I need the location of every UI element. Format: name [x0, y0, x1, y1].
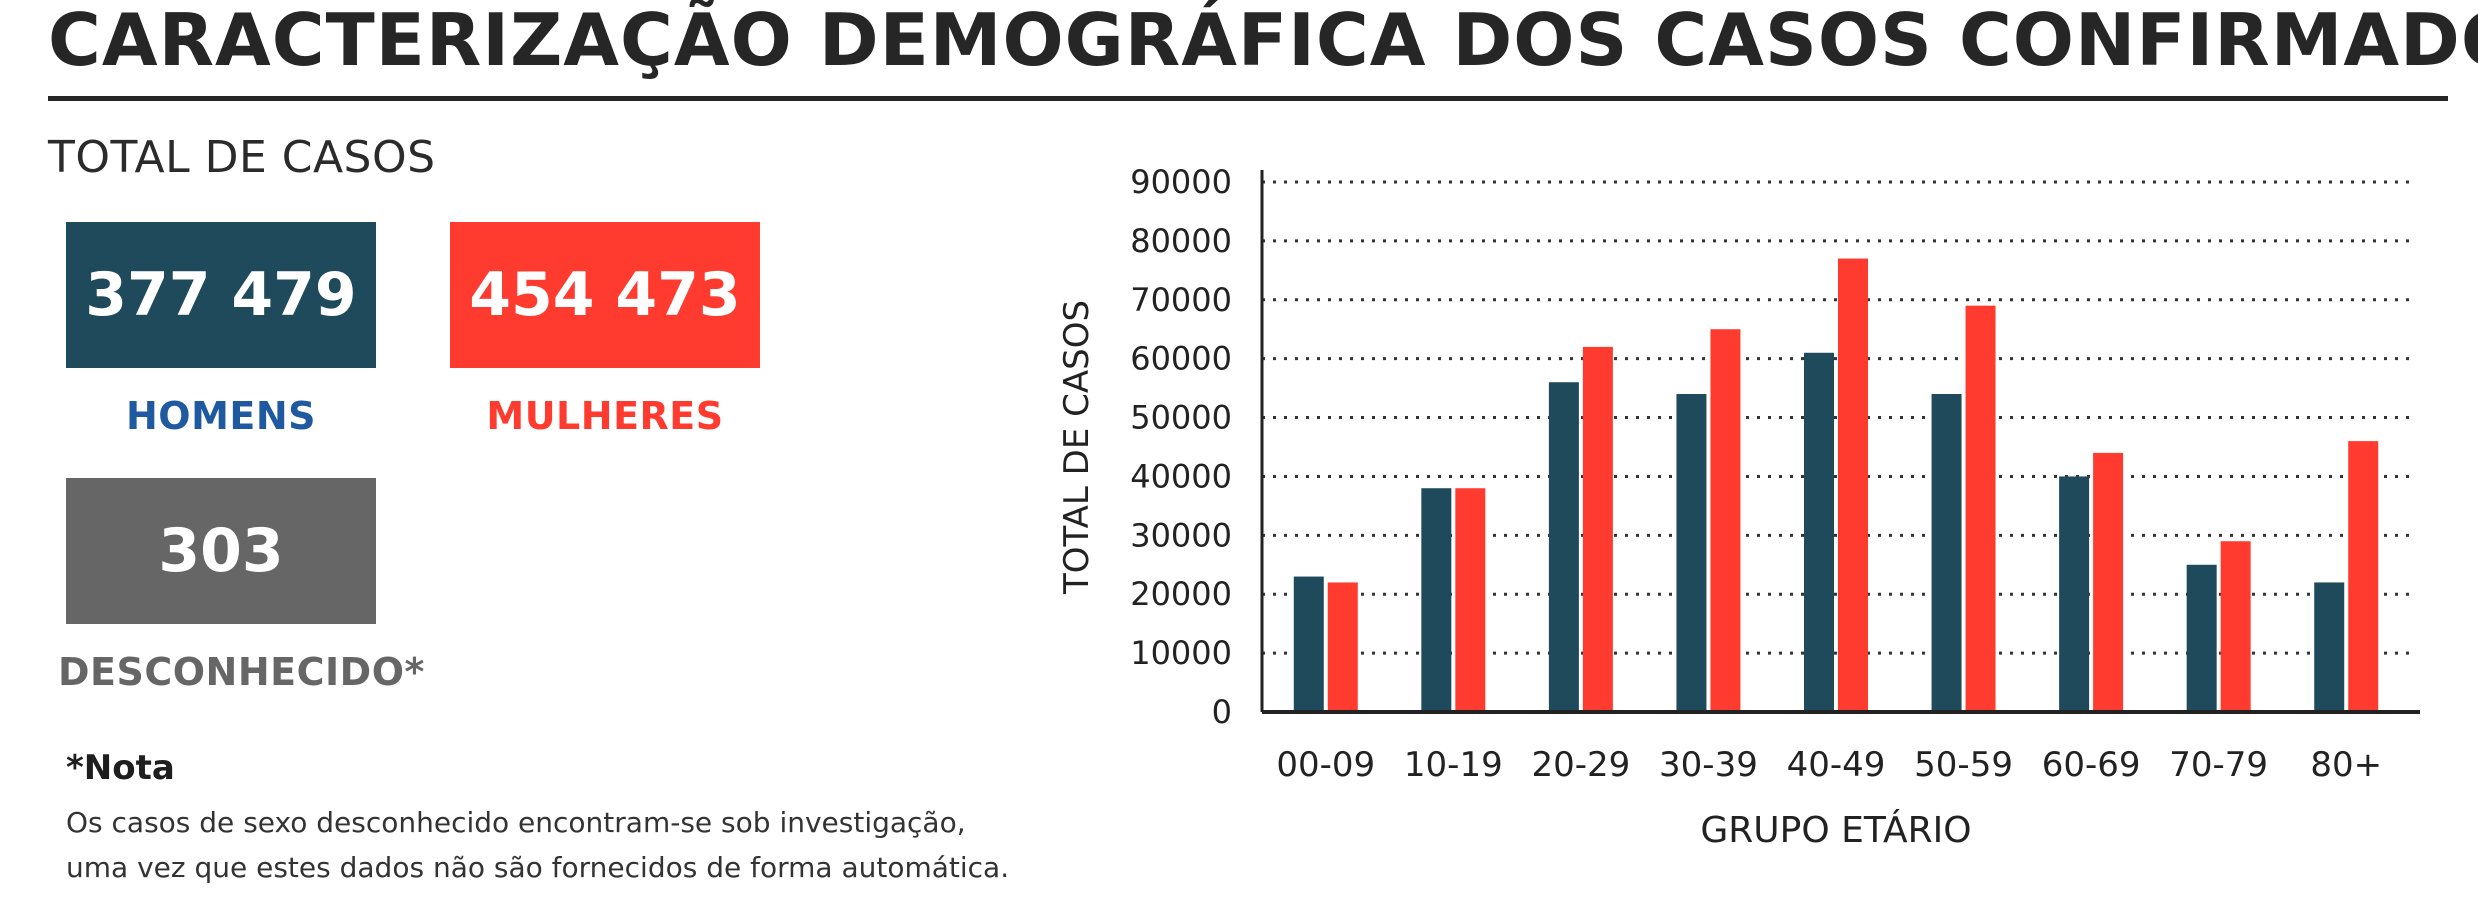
y-axis-ticks: 0 10000 20000 30000 40000 50000 60000 70000 8000… — [1130, 163, 1232, 731]
unknown-total-box: 303 — [66, 478, 376, 624]
bar-women — [2093, 452, 2124, 712]
bar-men — [1293, 576, 1324, 712]
chart-bars — [1293, 258, 2379, 712]
total-cases-label: TOTAL DE CASOS — [48, 132, 436, 183]
x-tick-label: 10-19 — [1404, 745, 1503, 785]
bar-men — [2314, 582, 2345, 712]
y-tick-label: 50000 — [1130, 399, 1232, 437]
bar-men — [1548, 382, 1579, 712]
x-tick-label: 00-09 — [1276, 745, 1375, 785]
bar-women — [1710, 329, 1741, 712]
bar-women — [1965, 305, 1996, 712]
x-axis-ticks: 00-09 10-19 20-29 30-39 40-49 50-59 60-69 70-79… — [1276, 745, 2382, 785]
y-axis-label: TOTAL DE CASOS — [1057, 300, 1097, 595]
x-tick-label: 30-39 — [1659, 745, 1758, 785]
y-tick-label: 40000 — [1130, 457, 1232, 495]
bar-men — [1931, 394, 1962, 712]
bar-women — [1327, 582, 1358, 712]
bar-women — [1838, 258, 1868, 712]
bar-women — [1582, 346, 1613, 712]
unknown-label: DESCONHECIDO* — [58, 650, 425, 694]
x-tick-label: 40-49 — [1787, 745, 1886, 785]
page-title: CARACTERIZAÇÃO DEMOGRÁFICA DOS CASOS CON… — [48, 0, 2478, 82]
men-total-value: 377 479 — [85, 260, 357, 330]
x-tick-label: 50-59 — [1914, 745, 2013, 785]
chart-gridlines — [1262, 180, 2410, 655]
bar-men — [1421, 488, 1452, 712]
bar-women — [1455, 488, 1486, 712]
bar-men — [1676, 394, 1707, 712]
y-tick-label: 70000 — [1130, 281, 1232, 319]
age-group-bar-chart: 0 10000 20000 30000 40000 50000 60000 70000 8000… — [1057, 163, 2420, 851]
bar-men — [2186, 564, 2217, 712]
x-axis-label: GRUPO ETÁRIO — [1700, 809, 1971, 851]
bar-men — [2059, 476, 2090, 712]
note-line-1: Os casos de sexo desconhecido encontram-… — [66, 806, 966, 839]
y-tick-label: 90000 — [1130, 163, 1232, 201]
note-title: *Nota — [66, 748, 175, 788]
note-text: Os casos de sexo desconhecido encontram-… — [66, 800, 1066, 890]
y-tick-label: 10000 — [1130, 634, 1232, 672]
women-total-box: 454 473 — [450, 222, 760, 368]
women-label: MULHERES — [486, 394, 724, 438]
bar-women — [2220, 541, 2251, 712]
y-tick-label: 60000 — [1130, 340, 1232, 378]
y-tick-label: 80000 — [1130, 222, 1232, 260]
bar-women — [2348, 441, 2379, 712]
x-tick-label: 60-69 — [2042, 745, 2141, 785]
y-tick-label: 0 — [1212, 693, 1232, 731]
x-tick-label: 70-79 — [2169, 745, 2268, 785]
title-divider — [48, 96, 2448, 101]
x-tick-label: 80+ — [2310, 745, 2382, 785]
y-tick-label: 30000 — [1130, 516, 1232, 554]
y-tick-label: 20000 — [1130, 575, 1232, 613]
bar-men — [1804, 352, 1834, 712]
note-line-2: uma vez que estes dados não são fornecid… — [66, 851, 1010, 884]
men-total-box: 377 479 — [66, 222, 376, 368]
x-tick-label: 20-29 — [1531, 745, 1630, 785]
unknown-total-value: 303 — [158, 516, 284, 586]
women-total-value: 454 473 — [469, 260, 741, 330]
men-label: HOMENS — [125, 394, 317, 438]
